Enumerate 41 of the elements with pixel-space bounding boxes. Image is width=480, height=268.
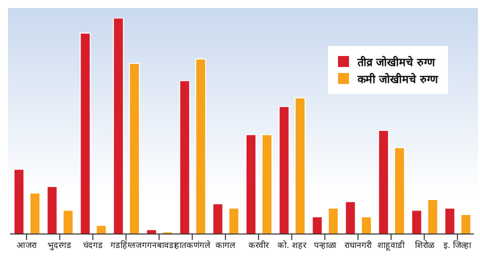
bar	[261, 134, 272, 234]
bar	[444, 208, 456, 234]
bar	[46, 186, 58, 234]
x-tick-label: आजरा	[16, 241, 38, 252]
bar	[360, 216, 372, 234]
legend-label: कमी जोखीमचे रुग्ण	[357, 72, 438, 86]
x-tick-label: इ. जिल्हा	[444, 240, 472, 252]
bar	[278, 106, 290, 234]
bar	[427, 198, 438, 234]
bar	[128, 62, 140, 234]
bar	[378, 130, 390, 234]
bar	[394, 147, 406, 234]
bar	[228, 208, 240, 234]
x-tick-label: चंदगड	[82, 240, 103, 252]
legend-label: तीव्र जोखीमचे रुग्ण	[357, 54, 435, 69]
bar	[146, 229, 158, 234]
x-tick-label: कागल	[215, 241, 236, 252]
x-tick-label: को. शहर	[278, 240, 307, 252]
bar	[212, 203, 224, 234]
bar	[29, 192, 40, 234]
bar	[245, 134, 256, 234]
x-tick-label: शिरोळ	[414, 240, 435, 252]
bar	[294, 97, 306, 234]
bar	[312, 216, 323, 234]
x-tick-label: भुदरगड	[48, 241, 72, 252]
x-tick-label: पन्हाळा	[314, 241, 337, 252]
bar	[80, 32, 91, 234]
bar	[195, 58, 206, 234]
bar	[96, 224, 107, 234]
bar	[112, 18, 124, 234]
x-tick-label: राधानगरी	[344, 240, 372, 252]
bar	[328, 208, 339, 234]
bar	[179, 80, 190, 234]
x-tick-label: करवीर	[248, 240, 270, 252]
x-tick-label: शाहूवाडी	[378, 240, 406, 252]
bar	[344, 201, 356, 234]
bar	[13, 168, 24, 234]
x-tick-label: गडहिंग्लज	[110, 240, 142, 252]
bar	[460, 214, 472, 234]
bar	[411, 210, 422, 234]
bar	[62, 210, 74, 234]
